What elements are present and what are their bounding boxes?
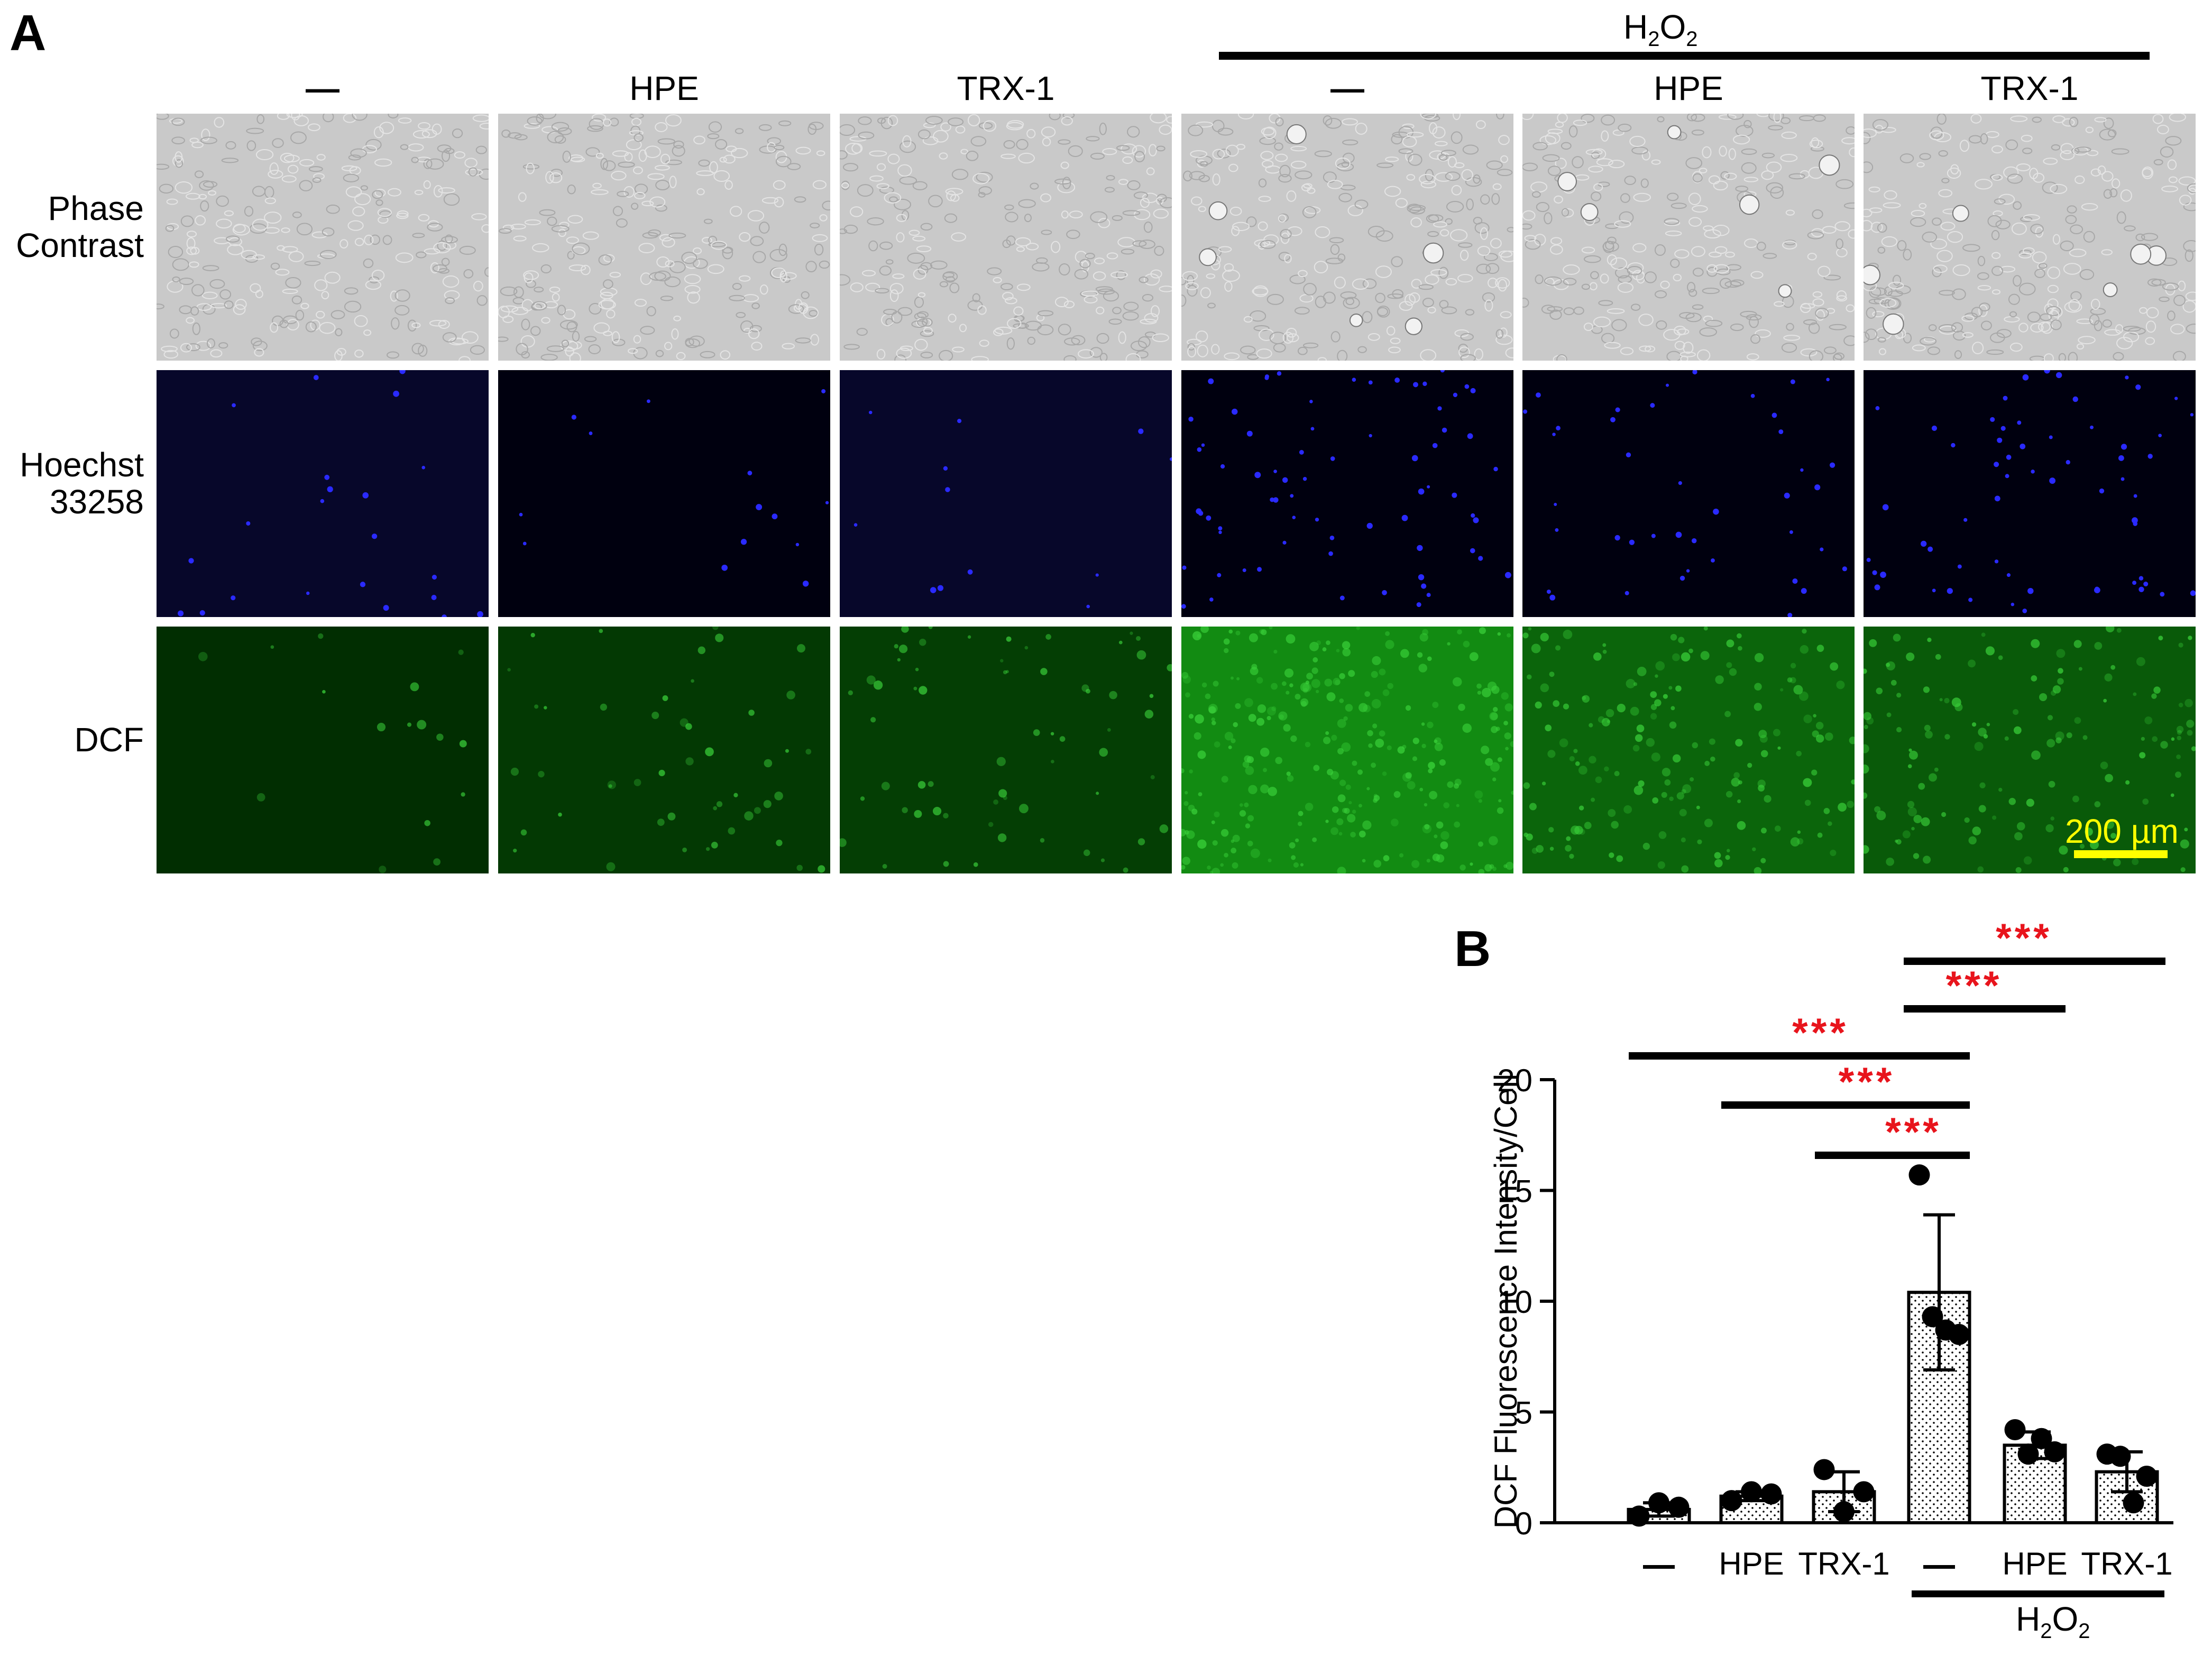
data-point (1948, 1323, 1970, 1345)
y-tick-label: 20 (1497, 1063, 1532, 1098)
column-label: — (306, 69, 339, 107)
x-tick-label (1923, 1565, 1955, 1569)
panel-b-h2o2-label: H2O2 (2016, 1599, 2090, 1643)
column-label: — (1330, 69, 1364, 107)
column-label: HPE (629, 69, 699, 107)
b-h2o2-o: O (2052, 1600, 2079, 1638)
data-point (2136, 1466, 2158, 1487)
significance-line (1904, 1005, 2066, 1013)
phase-image-tile (498, 114, 830, 361)
data-point (2109, 1446, 2131, 1467)
data-point (1648, 1492, 1669, 1514)
panel-a-letter: A (10, 5, 47, 61)
hoechst-image-tile (840, 370, 1172, 617)
data-point (1741, 1481, 1762, 1503)
row-label: DCF (74, 720, 144, 759)
dcf-image-tile (840, 627, 1172, 873)
b-h2o2-h: H (2016, 1600, 2041, 1638)
significance-line (1904, 958, 2165, 965)
column-label: TRX-1 (1980, 69, 2079, 107)
phase-image-tile (840, 114, 1172, 361)
significance-line (1629, 1052, 1970, 1060)
phase-image-tile (1864, 114, 2196, 361)
column-label: TRX-1 (957, 69, 1055, 107)
data-point (1628, 1505, 1650, 1527)
significance-stars: *** (1792, 1010, 1849, 1055)
dcf-image-tile (498, 627, 830, 873)
panel-a-h2o2-label: H2O2 (1623, 7, 1698, 51)
significance-stars: *** (1885, 1110, 1942, 1155)
y-tick-label: 5 (1515, 1395, 1532, 1431)
dcf-image-tile (1181, 627, 1513, 873)
data-point (1922, 1306, 1943, 1328)
row-label: Hoechst 33258 (20, 445, 144, 521)
phase-image-tile (1181, 114, 1513, 361)
b-h2o2-sub2: 2 (2078, 1619, 2090, 1643)
significance-line (1815, 1152, 1970, 1159)
b-h2o2-sub1: 2 (2040, 1619, 2052, 1643)
x-tick-label (1643, 1565, 1675, 1569)
dcf-image-tile (157, 627, 489, 873)
data-point (2044, 1441, 2066, 1462)
h2o2-sub1: 2 (1648, 27, 1660, 51)
x-tick-label: HPE (1719, 1546, 1784, 1581)
row-label: Phase Contrast (16, 189, 144, 264)
h2o2-h: H (1623, 8, 1648, 46)
dcf-image-tile (1522, 627, 1855, 873)
data-point (2017, 1443, 2039, 1465)
y-tick-label: 10 (1497, 1284, 1532, 1320)
x-tick-label: HPE (2002, 1546, 2067, 1581)
hoechst-image-tile (1181, 370, 1513, 617)
group-line (1912, 1590, 2164, 1597)
data-point (1760, 1483, 1782, 1505)
column-label: HPE (1654, 69, 1723, 107)
dcf-image-tile (1864, 627, 2196, 873)
significance-line (1721, 1101, 1970, 1109)
scale-bar (2074, 850, 2168, 858)
x-tick-label: TRX-1 (2081, 1546, 2172, 1581)
data-point (2031, 1428, 2052, 1449)
significance-stars: *** (1996, 916, 2052, 961)
hoechst-image-tile (498, 370, 830, 617)
hoechst-image-tile (157, 370, 489, 617)
y-tick-label: 0 (1515, 1506, 1532, 1541)
h2o2-o: O (1659, 8, 1686, 46)
x-tick-label: TRX-1 (1798, 1546, 1889, 1581)
h2o2-sub2: 2 (1686, 27, 1698, 51)
data-point (1721, 1490, 1742, 1512)
data-point (1853, 1481, 1875, 1503)
significance-stars: *** (1839, 1060, 1895, 1105)
data-point (1668, 1496, 1690, 1518)
scale-bar-label: 200 µm (2065, 812, 2179, 850)
y-axis-label: DCF Fluorescence Intensity/Cell (1488, 1074, 1523, 1529)
hoechst-image-tile (1864, 370, 2196, 617)
hoechst-image-tile (1522, 370, 1855, 617)
data-point (1908, 1164, 1930, 1186)
data-point (2123, 1492, 2144, 1514)
panel-a-h2o2-line (1219, 52, 2150, 60)
data-point (1833, 1501, 1855, 1523)
data-point (2004, 1419, 2026, 1441)
phase-image-tile (157, 114, 489, 361)
error-bar (1923, 1213, 1955, 1372)
phase-image-tile (1522, 114, 1855, 361)
significance-stars: *** (1946, 963, 2003, 1008)
data-point (1813, 1459, 1835, 1480)
y-tick-label: 15 (1497, 1174, 1532, 1209)
panel-b-letter: B (1454, 921, 1491, 977)
